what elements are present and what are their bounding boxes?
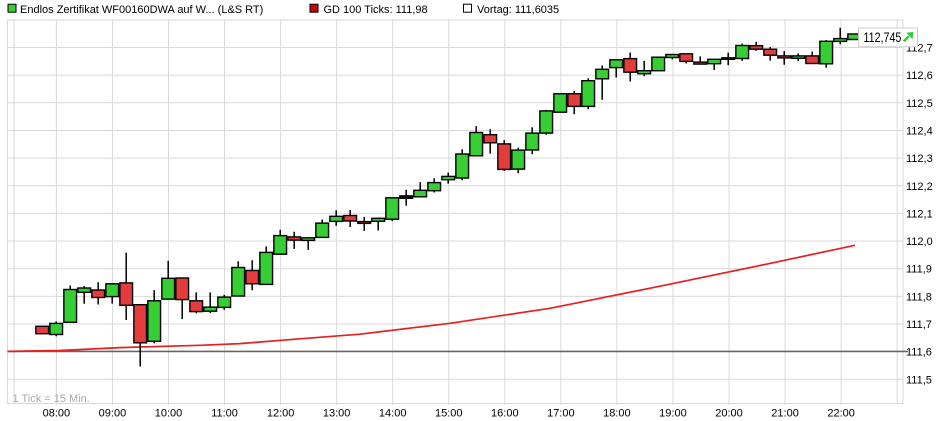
svg-text:18:00: 18:00: [603, 407, 631, 419]
svg-text:112,6: 112,6: [906, 70, 933, 82]
svg-text:112,2: 112,2: [906, 181, 933, 193]
svg-text:1 Tick = 15 Min.: 1 Tick = 15 Min.: [13, 393, 90, 405]
svg-text:11:00: 11:00: [211, 407, 238, 419]
svg-text:112,1: 112,1: [906, 208, 933, 220]
svg-text:13:00: 13:00: [323, 407, 351, 419]
svg-text:16:00: 16:00: [491, 407, 519, 419]
svg-text:112,0: 112,0: [906, 236, 933, 248]
svg-text:22:00: 22:00: [827, 407, 855, 419]
svg-text:111,9: 111,9: [906, 264, 932, 276]
svg-text:111,8: 111,8: [906, 291, 932, 303]
svg-text:111,6: 111,6: [906, 347, 932, 359]
svg-text:20:00: 20:00: [715, 407, 743, 419]
svg-text:GD 100 Ticks: 111,98: GD 100 Ticks: 111,98: [324, 4, 428, 16]
svg-text:14:00: 14:00: [379, 407, 407, 419]
svg-text:21:00: 21:00: [771, 407, 799, 419]
svg-text:112,745: 112,745: [864, 30, 902, 46]
svg-text:112,3: 112,3: [906, 153, 933, 165]
svg-text:10:00: 10:00: [155, 407, 183, 419]
svg-text:111,5: 111,5: [906, 374, 932, 386]
svg-text:112,5: 112,5: [906, 98, 933, 110]
svg-text:08:00: 08:00: [43, 407, 71, 419]
svg-text:09:00: 09:00: [99, 407, 127, 419]
svg-text:112,4: 112,4: [906, 125, 933, 137]
svg-text:15:00: 15:00: [435, 407, 463, 419]
svg-text:17:00: 17:00: [547, 407, 575, 419]
svg-text:Endlos Zertifikat WF00160DWA a: Endlos Zertifikat WF00160DWA auf W... (L…: [20, 4, 263, 16]
svg-text:Vortag: 111,6035: Vortag: 111,6035: [477, 4, 559, 16]
svg-text:111,7: 111,7: [906, 319, 932, 331]
svg-text:19:00: 19:00: [659, 407, 687, 419]
svg-text:12:00: 12:00: [267, 407, 295, 419]
